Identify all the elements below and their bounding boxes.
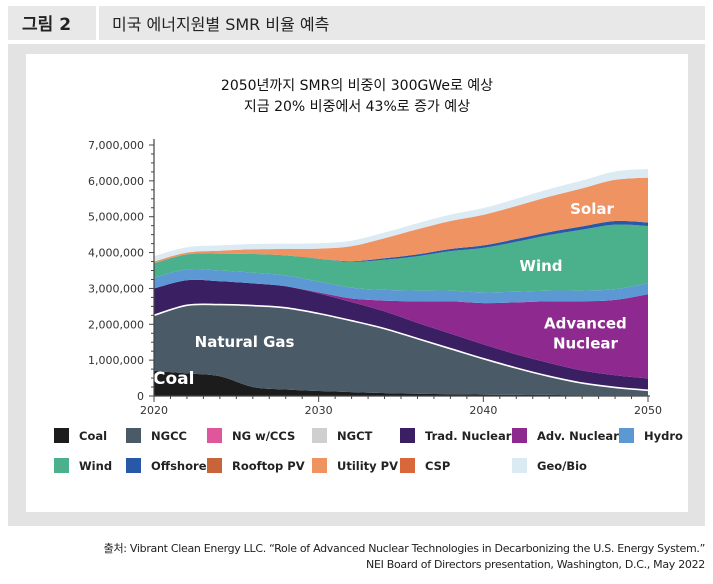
legend-item-adv-nuclear: Adv. Nuclear (512, 428, 619, 443)
legend-label: Trad. Nuclear (425, 429, 512, 443)
natural-gas-boundary-line (153, 303, 649, 392)
area-ngcc (154, 304, 648, 396)
area-geo-bio (154, 169, 648, 262)
area-layers (153, 169, 649, 396)
x-tick-label: 2040 (469, 404, 497, 417)
stacked-area-chart: 2050년까지 SMR의 비중이 300GWe로 예상 지금 20% 비중에서 … (54, 78, 683, 473)
area-hydro (154, 268, 648, 304)
figure-header: 그림 2 미국 에너지원별 SMR 비율 예측 (8, 6, 705, 40)
area-label-coal: Coal (153, 369, 194, 389)
legend-swatch (207, 428, 222, 443)
area-wind (154, 224, 648, 293)
legend-label: NG w/CCS (232, 429, 295, 443)
figure-number: 그림 2 (22, 15, 72, 35)
legend-swatch (126, 458, 141, 473)
source-citation-line-2: NEI Board of Directors presentation, Was… (366, 558, 705, 571)
legend-label: Geo/Bio (537, 459, 587, 473)
chart-title: 2050년까지 SMR의 비중이 300GWe로 예상 (221, 78, 493, 94)
chart-subtitle: 지금 20% 비중에서 43%로 증가 예상 (244, 99, 470, 115)
legend-swatch (54, 458, 69, 473)
legend-item-ngct: NGCT (312, 428, 373, 443)
area-adv-nuclear (154, 279, 648, 379)
area-label-natural-gas: Natural Gas (195, 333, 295, 351)
legend-item-wind: Wind (54, 458, 112, 473)
y-tick-label: 3,000,000 (88, 282, 144, 295)
chart-legend: Coal NGCC NG w/CCS NGCT Trad. Nuclear Adv. Nu… (54, 428, 683, 473)
y-tick-label: 2,000,000 (88, 318, 144, 331)
legend-item-coal: Coal (54, 428, 107, 443)
legend-label: Offshore (151, 459, 207, 473)
legend-swatch (512, 428, 527, 443)
x-tick-label: 2030 (305, 404, 333, 417)
legend-swatch (126, 428, 141, 443)
y-tick-label: 0 (137, 390, 144, 403)
area-utility-pv (154, 177, 648, 264)
y-tick-label: 5,000,000 (88, 211, 144, 224)
legend-label: Coal (79, 429, 107, 443)
area-coal (154, 370, 648, 396)
x-tick-label: 2050 (634, 404, 662, 417)
legend-label: NGCC (151, 429, 187, 443)
legend-label: CSP (425, 459, 450, 473)
legend-label: Rooftop PV (232, 459, 305, 473)
chart-axes: 0 1,000,000 2,000,000 3,000,000 4,000,000 5,0… (88, 139, 662, 417)
legend-item-utility-pv: Utility PV (312, 458, 398, 473)
area-label-solar: Solar (570, 200, 614, 218)
area-offshore (154, 220, 648, 264)
figure-title: 미국 에너지원별 SMR 비율 예측 (112, 15, 330, 34)
legend-swatch (619, 428, 634, 443)
legend-label: Utility PV (337, 459, 398, 473)
legend-item-csp: CSP (400, 458, 450, 473)
source-citation-line-1: 출처: Vibrant Clean Energy LLC. “Role of A… (103, 542, 706, 555)
area-label-advanced: Advanced (544, 315, 627, 333)
legend-swatch (54, 428, 69, 443)
y-tick-label: 4,000,000 (88, 247, 144, 260)
legend-label: NGCT (337, 429, 373, 443)
figure-panel: 2050년까지 SMR의 비중이 300GWe로 예상 지금 20% 비중에서 … (8, 44, 705, 526)
legend-item-rooftop-pv: Rooftop PV (207, 458, 305, 473)
chart-card: 2050년까지 SMR의 비중이 300GWe로 예상 지금 20% 비중에서 … (26, 54, 688, 512)
x-tick-label: 2020 (140, 404, 168, 417)
y-tick-label: 7,000,000 (88, 139, 144, 152)
area-trad-nuclear (154, 279, 648, 391)
legend-label: Adv. Nuclear (537, 429, 619, 443)
legend-swatch (312, 428, 327, 443)
legend-label: Hydro (644, 429, 683, 443)
legend-swatch (512, 458, 527, 473)
y-tick-label: 1,000,000 (88, 354, 144, 367)
legend-item-hydro: Hydro (619, 428, 683, 443)
legend-swatch (312, 458, 327, 473)
area-label-nuclear: Nuclear (553, 335, 619, 353)
legend-item-ngcc: NGCC (126, 428, 187, 443)
y-tick-label: 6,000,000 (88, 175, 144, 188)
legend-label: Wind (79, 459, 112, 473)
legend-item-ng-w-ccs: NG w/CCS (207, 428, 295, 443)
legend-item-offshore: Offshore (126, 458, 207, 473)
legend-swatch (400, 428, 415, 443)
legend-swatch (400, 458, 415, 473)
legend-swatch (207, 458, 222, 473)
legend-item-trad-nuclear: Trad. Nuclear (400, 428, 512, 443)
header-divider (96, 6, 99, 40)
area-label-wind: Wind (519, 257, 562, 275)
legend-item-geo-bio: Geo/Bio (512, 458, 587, 473)
